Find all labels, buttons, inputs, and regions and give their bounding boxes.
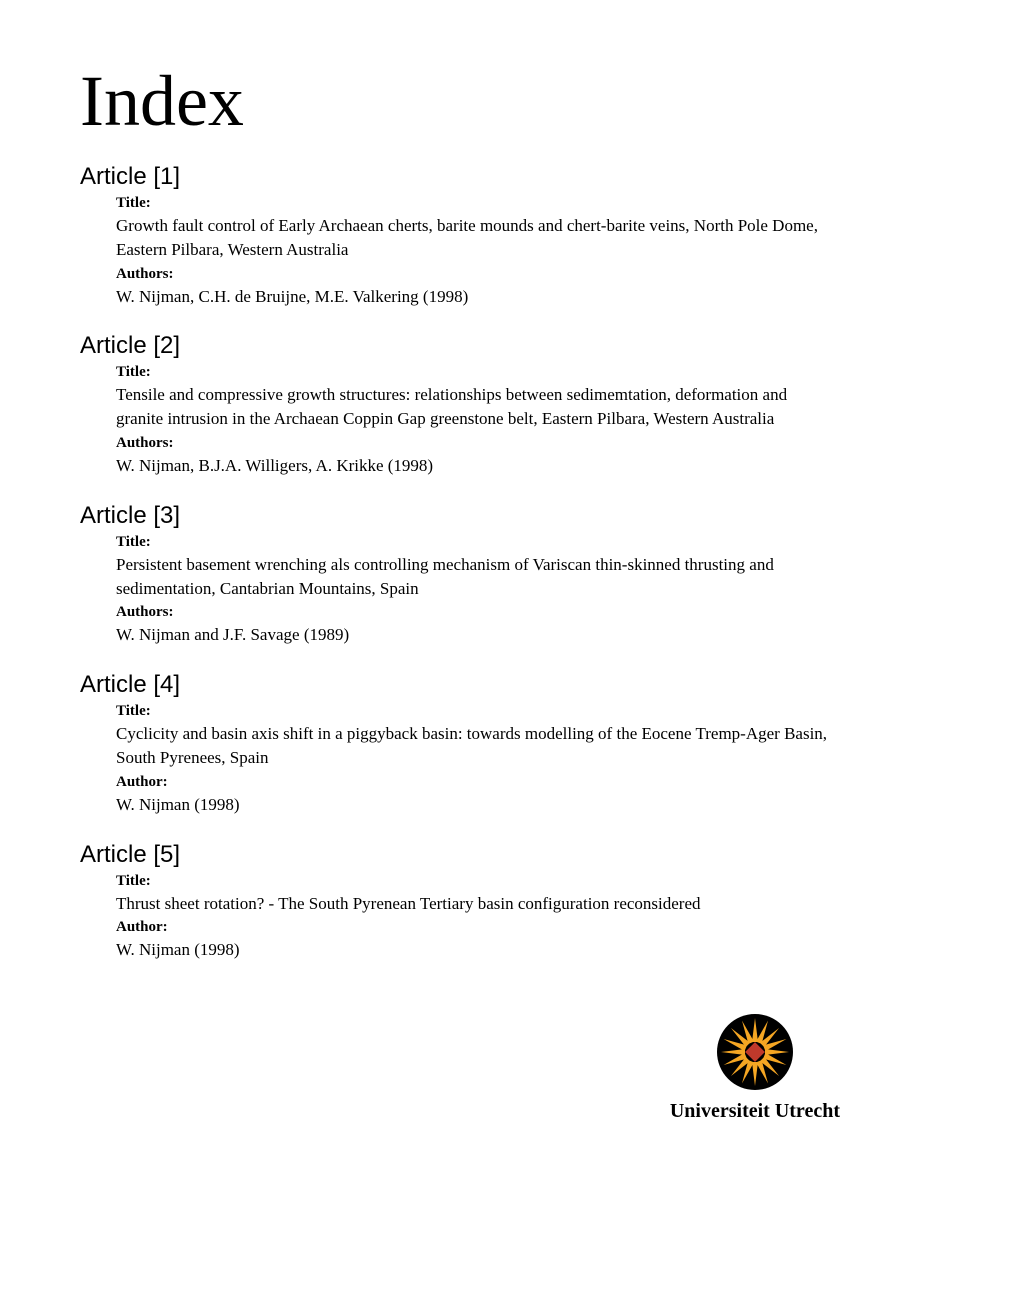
article-5: Article [5] Title: Thrust sheet rotation…	[80, 841, 940, 963]
logo-icon	[715, 1012, 795, 1092]
article-3: Article [3] Title: Persistent basement w…	[80, 502, 940, 647]
page-title: Index	[80, 60, 940, 143]
article-heading: Article [1]	[80, 163, 940, 191]
authors-label: Authors:	[116, 266, 940, 283]
authors-value: W. Nijman, B.J.A. Willigers, A. Krikke (…	[116, 454, 836, 478]
authors-label: Author:	[116, 774, 940, 791]
university-name: Universiteit Utrecht	[670, 1100, 840, 1123]
authors-label: Author:	[116, 919, 940, 936]
article-heading: Article [5]	[80, 841, 940, 869]
title-label: Title:	[116, 195, 940, 212]
title-value: Tensile and compressive growth structure…	[116, 383, 836, 431]
article-2: Article [2] Title: Tensile and compressi…	[80, 332, 940, 477]
authors-value: W. Nijman (1998)	[116, 938, 836, 962]
article-heading: Article [2]	[80, 332, 940, 360]
title-label: Title:	[116, 534, 940, 551]
title-value: Persistent basement wrenching als contro…	[116, 553, 836, 601]
article-1: Article [1] Title: Growth fault control …	[80, 163, 940, 308]
title-label: Title:	[116, 364, 940, 381]
title-label: Title:	[116, 873, 940, 890]
title-value: Growth fault control of Early Archaean c…	[116, 214, 836, 262]
article-4: Article [4] Title: Cyclicity and basin a…	[80, 671, 940, 816]
article-heading: Article [3]	[80, 502, 940, 530]
title-value: Thrust sheet rotation? - The South Pyren…	[116, 892, 836, 916]
footer: Universiteit Utrecht	[80, 1012, 940, 1123]
authors-value: W. Nijman, C.H. de Bruijne, M.E. Valkeri…	[116, 285, 836, 309]
authors-value: W. Nijman (1998)	[116, 793, 836, 817]
title-value: Cyclicity and basin axis shift in a pigg…	[116, 722, 836, 770]
article-heading: Article [4]	[80, 671, 940, 699]
title-label: Title:	[116, 703, 940, 720]
university-logo: Universiteit Utrecht	[670, 1012, 840, 1123]
authors-value: W. Nijman and J.F. Savage (1989)	[116, 623, 836, 647]
authors-label: Authors:	[116, 604, 940, 621]
authors-label: Authors:	[116, 435, 940, 452]
